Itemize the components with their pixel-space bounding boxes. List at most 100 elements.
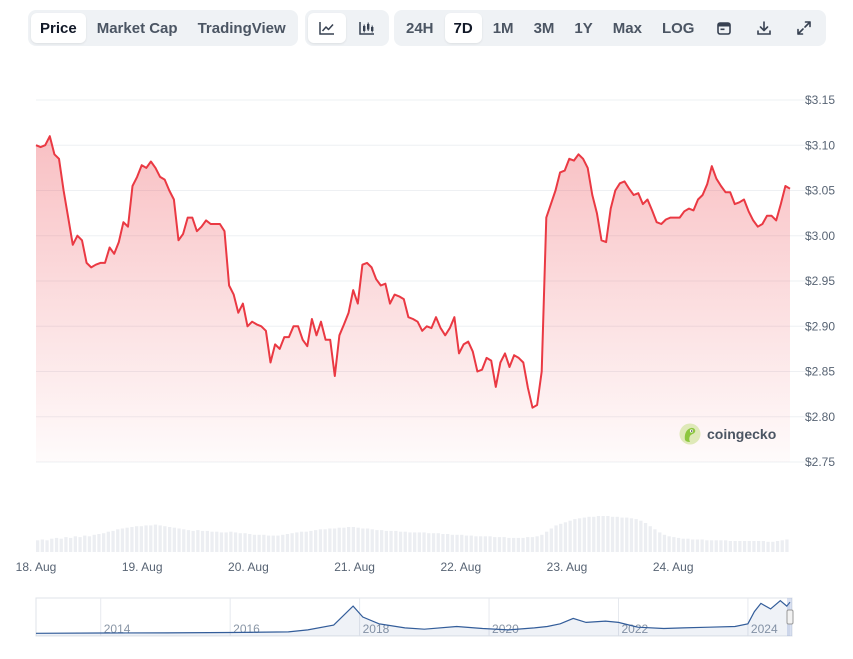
volume-bar bbox=[248, 534, 252, 552]
volume-bar bbox=[431, 533, 436, 552]
volume-bar bbox=[205, 530, 209, 552]
tab-price[interactable]: Price bbox=[31, 13, 86, 43]
volume-bar bbox=[601, 516, 605, 552]
volume-bar bbox=[667, 536, 671, 552]
volume-bar bbox=[328, 528, 332, 552]
volume-bar bbox=[87, 536, 92, 552]
log-scale-toggle[interactable]: LOG bbox=[661, 19, 695, 37]
time-range-bar: 24H 7D 1M 3M 1Y Max LOG bbox=[394, 10, 827, 46]
volume-bar bbox=[757, 541, 761, 552]
chart-style-toggle bbox=[305, 10, 389, 46]
volume-bar bbox=[135, 526, 139, 552]
volume-bar bbox=[323, 529, 327, 552]
volume-bar bbox=[116, 529, 120, 552]
tab-market-cap[interactable]: Market Cap bbox=[96, 19, 178, 37]
volume-bar bbox=[691, 539, 695, 552]
volume-bar bbox=[700, 539, 704, 552]
volume-bar bbox=[78, 537, 82, 552]
volume-bar bbox=[153, 524, 158, 552]
volume-bar bbox=[573, 519, 577, 552]
volume-bar bbox=[615, 516, 619, 552]
volume-bar bbox=[686, 538, 690, 552]
volume-bar bbox=[64, 537, 68, 552]
x-tick-label: 18. Aug bbox=[16, 560, 57, 574]
volume-bar bbox=[469, 535, 473, 552]
volume-bar bbox=[709, 540, 714, 552]
volume-bar bbox=[196, 530, 200, 552]
range-1m[interactable]: 1M bbox=[492, 19, 514, 37]
volume-bar bbox=[163, 526, 167, 552]
volume-bar bbox=[243, 533, 247, 552]
download-icon[interactable] bbox=[745, 13, 783, 43]
navigator-handle[interactable] bbox=[786, 609, 794, 625]
volume-bar bbox=[512, 537, 516, 552]
volume-bar bbox=[507, 537, 511, 552]
volume-bar bbox=[596, 516, 601, 552]
volume-bar bbox=[120, 528, 125, 552]
volume-bar bbox=[648, 526, 652, 552]
volume-bar bbox=[446, 534, 450, 552]
volume-bar bbox=[314, 530, 318, 552]
volume-bar bbox=[59, 538, 63, 552]
volume-bar bbox=[676, 537, 681, 552]
volume-bar bbox=[389, 530, 393, 552]
candlestick-chart-icon[interactable] bbox=[348, 13, 386, 43]
volume-bar bbox=[493, 537, 497, 552]
volume-bar bbox=[535, 536, 539, 552]
expand-icon[interactable] bbox=[785, 13, 823, 43]
y-tick-label: $2.90 bbox=[805, 319, 835, 333]
volume-bar bbox=[780, 540, 784, 552]
x-axis: 18. Aug 19. Aug 20. Aug 21. Aug 22. Aug 23. A… bbox=[16, 560, 694, 574]
price-area bbox=[36, 136, 790, 462]
volume-bar bbox=[530, 537, 535, 552]
volume-bar bbox=[526, 537, 530, 552]
volume-bar bbox=[299, 531, 304, 552]
volume-bar bbox=[177, 528, 181, 552]
volume-bar bbox=[191, 530, 195, 552]
volume-bar bbox=[629, 518, 634, 552]
volume-bar bbox=[752, 541, 756, 552]
navigator-area bbox=[36, 600, 790, 636]
calendar-icon[interactable] bbox=[705, 13, 743, 43]
volume-bar bbox=[521, 537, 525, 552]
tab-tradingview[interactable]: TradingView bbox=[197, 19, 286, 37]
range-max[interactable]: Max bbox=[612, 19, 642, 37]
volume-bar bbox=[610, 516, 615, 552]
volume-bar bbox=[450, 534, 454, 552]
volume-bar bbox=[643, 523, 648, 552]
volume-bar bbox=[172, 527, 176, 552]
volume-bar bbox=[695, 539, 700, 552]
line-chart-icon[interactable] bbox=[308, 13, 346, 43]
volume-bar bbox=[662, 534, 667, 552]
volume-bar bbox=[474, 536, 478, 552]
range-1y[interactable]: 1Y bbox=[574, 19, 593, 37]
navigator[interactable]: 201420162018202020222024 bbox=[0, 592, 853, 659]
volume-bar bbox=[460, 534, 464, 552]
volume-bar bbox=[577, 518, 582, 552]
volume-bar bbox=[634, 519, 638, 552]
volume-bar bbox=[540, 534, 544, 552]
volume-bar bbox=[290, 533, 294, 552]
volume-bar bbox=[422, 532, 426, 552]
y-tick-label: $3.15 bbox=[805, 93, 835, 107]
volume-bar bbox=[606, 516, 610, 552]
volume-bar bbox=[351, 527, 355, 552]
y-tick-label: $2.85 bbox=[805, 365, 835, 379]
volume-bar bbox=[413, 532, 417, 552]
range-24h[interactable]: 24H bbox=[406, 19, 434, 37]
range-3m[interactable]: 3M bbox=[533, 19, 555, 37]
brand-name: coingecko bbox=[707, 426, 777, 442]
y-tick-label: $3.00 bbox=[805, 229, 835, 243]
volume-bar bbox=[559, 523, 563, 552]
range-7d[interactable]: 7D bbox=[444, 13, 482, 43]
volume-bar bbox=[111, 530, 115, 552]
volume-bar bbox=[766, 541, 770, 552]
volume-bar bbox=[73, 536, 77, 552]
price-chart[interactable]: $3.15 $3.10 $3.05 $3.00 $2.95 $2.90 $2.85 $2.80… bbox=[0, 80, 853, 500]
volume-bar bbox=[398, 531, 403, 552]
volume-bar bbox=[83, 535, 87, 552]
volume-bar bbox=[304, 531, 308, 552]
volume-bar bbox=[356, 527, 360, 552]
volume-bar bbox=[394, 530, 398, 552]
gecko-icon bbox=[679, 423, 701, 445]
